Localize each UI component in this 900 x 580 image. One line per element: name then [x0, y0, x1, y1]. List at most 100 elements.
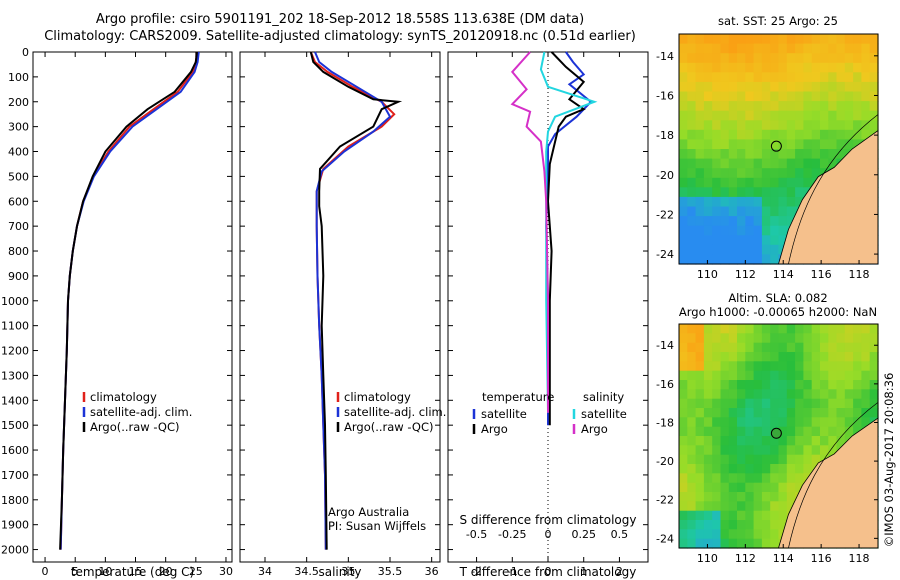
map-cell [695, 445, 705, 456]
map-cell [786, 464, 796, 474]
map-cell [728, 464, 738, 474]
map-cell [712, 529, 722, 540]
map-cell [753, 408, 763, 418]
map-cell [853, 342, 862, 353]
map-cell [828, 380, 838, 390]
map-cell [820, 352, 829, 362]
map-cell [828, 445, 838, 456]
map-cell [737, 53, 746, 64]
map-cell [770, 361, 780, 372]
map-cell [695, 426, 705, 437]
map-cell [728, 62, 738, 73]
map-cell [679, 324, 688, 334]
x-tick-label: -2 [471, 565, 482, 578]
map-cell [844, 342, 854, 353]
map-cell [720, 129, 730, 140]
map-cell [679, 72, 688, 83]
map-cell [836, 53, 846, 64]
credit-note: Argo Australia [328, 505, 409, 519]
map-cell [703, 187, 713, 198]
map-cell [869, 101, 879, 112]
map-cell [761, 361, 771, 372]
map-cell [778, 464, 788, 474]
map-cell [679, 464, 688, 474]
map-cell [761, 81, 771, 93]
map-cell [728, 81, 738, 93]
map-cell [745, 91, 755, 102]
map-cell [861, 81, 871, 93]
map-cell [836, 370, 846, 381]
map-cell [679, 139, 688, 150]
map-cell [695, 196, 705, 208]
map-cell [761, 529, 771, 540]
map-cell [695, 324, 705, 334]
map-cell [745, 225, 755, 236]
map-cell [853, 352, 862, 362]
map-cell [861, 417, 871, 428]
map-cell [795, 187, 804, 198]
map-cell [761, 206, 771, 217]
map-cell [761, 333, 771, 344]
map-cell [737, 110, 746, 121]
map-cell [737, 482, 746, 493]
map-cell [695, 380, 705, 390]
map-cell [861, 352, 871, 362]
map-cell [679, 177, 688, 188]
map-cell [687, 129, 697, 140]
y-tick-label: 700 [8, 220, 29, 233]
map-cell [703, 408, 713, 418]
shelf-contour [788, 402, 879, 549]
map-cell [745, 417, 755, 428]
map-cell [753, 352, 763, 362]
map-title: Argo h1000: -0.00065 h2000: NaN [679, 305, 877, 319]
map-cell [786, 324, 796, 334]
y-tick-label: 1900 [1, 519, 29, 532]
map-cell [778, 187, 788, 198]
map-cell [861, 72, 871, 83]
map-x-tick-label: 110 [697, 552, 718, 565]
map-cell [795, 53, 804, 64]
map-cell [869, 370, 879, 381]
map-cell [720, 333, 730, 344]
map-cell [737, 426, 746, 437]
map-cell [761, 177, 771, 188]
map-cell [679, 196, 688, 208]
map-cell [795, 333, 804, 344]
map-cell [761, 445, 771, 456]
map-cell [786, 370, 796, 381]
x-axis-label: salinity [318, 565, 361, 579]
map-cell [786, 43, 796, 54]
map-cell [853, 72, 862, 83]
map-cell [795, 342, 804, 353]
map-cell [737, 361, 746, 372]
map-cell [703, 34, 713, 45]
map-cell [720, 520, 730, 530]
map-cell [786, 120, 796, 131]
map-cell [737, 72, 746, 83]
map-cell [770, 380, 780, 390]
map-cell [844, 417, 854, 428]
map-cell [761, 53, 771, 64]
map-cell [778, 235, 788, 246]
map-cell [703, 168, 713, 179]
map-cell [695, 149, 705, 160]
map-cell [786, 206, 796, 217]
map-cell [737, 206, 746, 217]
map-cell [770, 129, 780, 140]
legend-label: Argo [481, 422, 508, 436]
map-cell [795, 482, 804, 493]
map-cell [761, 492, 771, 502]
map-cell [679, 168, 688, 179]
map-cell [770, 158, 780, 169]
map-cell [728, 53, 738, 64]
map-cell [828, 324, 838, 334]
map-cell [737, 43, 746, 54]
map-cell [720, 206, 730, 217]
map-cell [687, 324, 697, 334]
map-y-tick-label: -16 [656, 89, 674, 102]
map-cell [778, 206, 788, 217]
map-cell [737, 196, 746, 208]
map-cell [811, 417, 821, 428]
map-cell [728, 158, 738, 169]
map-cell [745, 436, 755, 446]
